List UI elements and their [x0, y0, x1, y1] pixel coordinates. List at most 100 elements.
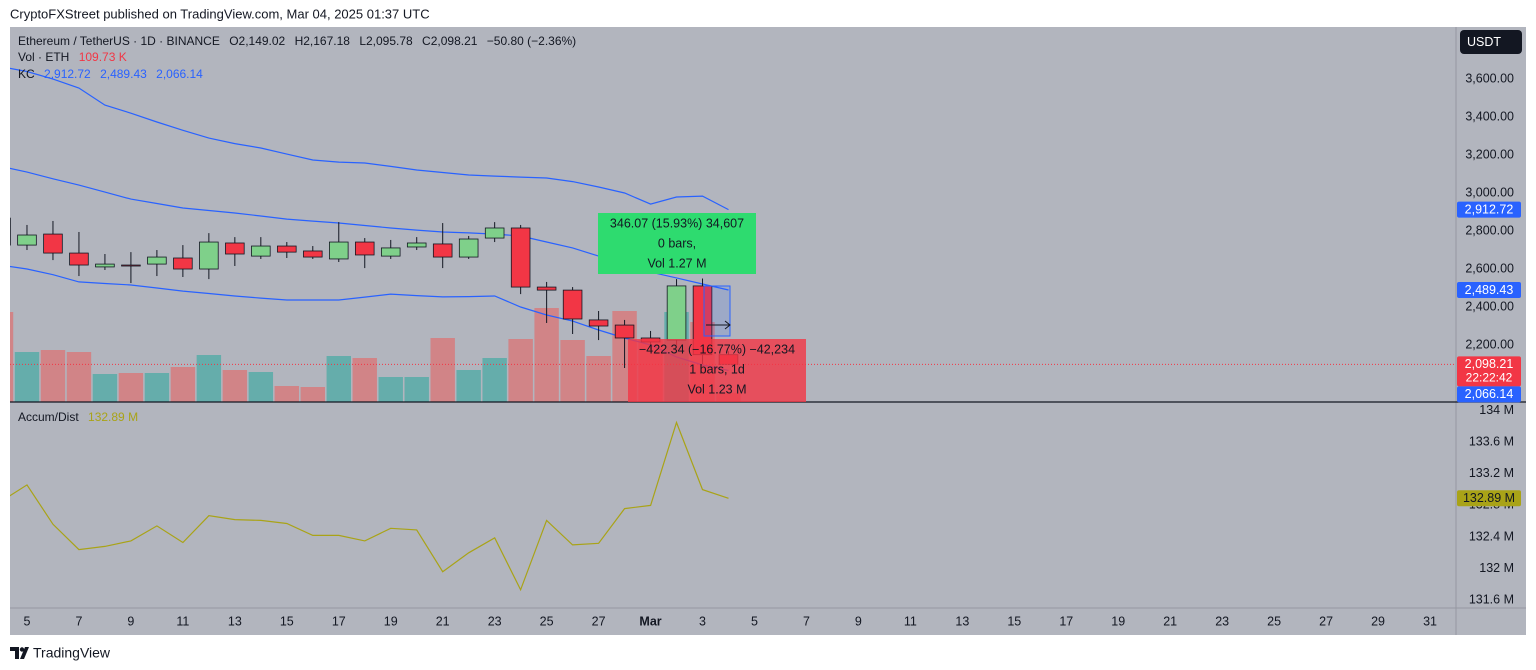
- x-tick-label: Mar: [639, 614, 661, 628]
- candle-body: [510, 227, 531, 288]
- candle-body: [406, 242, 427, 248]
- symbol-title: Ethereum / TetherUS · 1D · BINANCE: [18, 34, 220, 48]
- kc-lower: [10, 265, 729, 371]
- price-tag: [1457, 201, 1521, 218]
- price-tag-label: 2,098.21: [1465, 357, 1514, 371]
- y-tick-label: 134 M: [1479, 403, 1514, 417]
- candle-body: [10, 217, 11, 246]
- x-tick-label: 11: [176, 614, 189, 628]
- candle-body: [277, 245, 297, 253]
- volume-bar: [170, 367, 196, 402]
- ohlc-high: H2,167.18: [295, 34, 351, 48]
- x-tick-label: 25: [540, 614, 554, 628]
- y-tick-label: 132.4 M: [1469, 529, 1514, 543]
- y-tick-label: 3,200.00: [1465, 147, 1514, 161]
- y-tick-label: 131.6 M: [1469, 592, 1514, 606]
- ad-tag: [1457, 490, 1521, 507]
- ohlc-change: −50.80 (−2.36%): [487, 34, 576, 48]
- volume-bar: [274, 386, 300, 402]
- y-tick-label: 3,000.00: [1465, 185, 1514, 199]
- volume-value: 109.73 K: [79, 50, 127, 64]
- candle-body: [588, 319, 609, 327]
- volume-bar: [144, 373, 170, 402]
- measure-box: [628, 339, 806, 402]
- x-tick-label: 21: [1163, 614, 1177, 628]
- brand-logo: [10, 647, 29, 659]
- x-tick-label: 13: [955, 614, 969, 628]
- volume-bar: [10, 312, 14, 402]
- x-tick-label: 5: [24, 614, 31, 628]
- price-tag: [1457, 386, 1521, 403]
- x-tick-label: 9: [855, 614, 862, 628]
- ohlc-open: O2,149.02: [229, 34, 285, 48]
- candle-body: [354, 241, 375, 256]
- volume-bar: [66, 352, 92, 402]
- volume-bar: [92, 374, 118, 402]
- x-tick-label: 15: [280, 614, 294, 628]
- volume-bar: [378, 377, 403, 402]
- candle-body: [121, 264, 141, 267]
- volume-bar: [196, 355, 222, 402]
- measure-text: 0 bars,: [658, 236, 696, 250]
- candle-body: [536, 286, 557, 291]
- x-tick-label: 27: [592, 614, 606, 628]
- measure-text: 1 bars, 1d: [689, 362, 745, 376]
- volume-bar: [352, 358, 377, 402]
- x-tick-label: 29: [1371, 614, 1385, 628]
- x-tick-label: 23: [1215, 614, 1229, 628]
- currency-label[interactable]: USDT: [1467, 35, 1501, 49]
- volume-bar: [430, 338, 455, 402]
- candle-body: [147, 256, 167, 265]
- price-legend: Ethereum / TetherUS · 1D · BINANCE O2,14…: [18, 34, 576, 48]
- y-tick-label: 133.6 M: [1469, 435, 1514, 449]
- candle-body: [95, 263, 115, 268]
- candle-body: [173, 257, 193, 270]
- kc-legend: KC 2,912.72 2,489.43 2,066.14: [18, 67, 203, 81]
- measure-text: Vol 1.27 M: [647, 256, 706, 270]
- measure-text: −422.34 (−16.77%) −42,234: [639, 342, 795, 356]
- x-tick-label: 17: [1059, 614, 1073, 628]
- y-tick-label: 2,800.00: [1465, 223, 1514, 237]
- price-countdown: 22:22:42: [1466, 371, 1513, 385]
- kc-lower: 2,066.14: [156, 67, 203, 81]
- x-tick-label: 7: [75, 614, 82, 628]
- candle-body: [69, 252, 89, 266]
- volume-bar: [222, 370, 248, 402]
- candle-body: [380, 247, 401, 257]
- ad-legend: Accum/Dist 132.89 M: [18, 410, 138, 424]
- ad-name: Accum/Dist: [18, 410, 79, 424]
- y-tick-label: 3,400.00: [1465, 109, 1514, 123]
- y-tick-label: 2,400.00: [1465, 299, 1514, 313]
- measure-box: [598, 213, 756, 274]
- ohlc-low: L2,095.78: [359, 34, 413, 48]
- kc-name: KC: [18, 67, 35, 81]
- candle-body: [225, 242, 245, 255]
- ad-tag-label: 132.89 M: [1463, 491, 1515, 505]
- candle-body: [432, 243, 453, 258]
- x-tick-label: 3: [699, 614, 706, 628]
- x-tick-label: 7: [803, 614, 810, 628]
- volume-bar: [14, 352, 40, 402]
- ohlc-close: C2,098.21: [422, 34, 478, 48]
- candle-body: [562, 289, 583, 320]
- currency-button[interactable]: [1460, 30, 1522, 54]
- y-tick-label: 133.2 M: [1469, 466, 1514, 480]
- volume-bar: [534, 308, 559, 402]
- candle-body: [666, 285, 687, 341]
- candle-body: [484, 227, 505, 239]
- volume-bar: [482, 358, 507, 402]
- y-tick-label: 2,600.00: [1465, 261, 1514, 275]
- price-tag-label: 2,066.14: [1465, 387, 1514, 401]
- axes: 5 7 9 11 13 15 17 19 21 23 25 27 Mar 3 5 7 9 11 13 15 17 19 21…: [24, 71, 1515, 628]
- volume-bar: [300, 387, 325, 402]
- volume-bar: [456, 370, 481, 402]
- volume-bar: [248, 372, 274, 402]
- measure-text: Vol 1.23 M: [687, 382, 746, 396]
- measure-text: 346.07 (15.93%) 34,607: [610, 216, 744, 230]
- price-tag-label: 2,912.72: [1465, 202, 1514, 216]
- y-tick-label: 132 M: [1479, 561, 1514, 575]
- measure-range: [703, 285, 731, 337]
- volume-bar: [586, 356, 611, 402]
- publisher-line: CryptoFXStreet published on TradingView.…: [10, 6, 430, 21]
- x-tick-label: 5: [751, 614, 758, 628]
